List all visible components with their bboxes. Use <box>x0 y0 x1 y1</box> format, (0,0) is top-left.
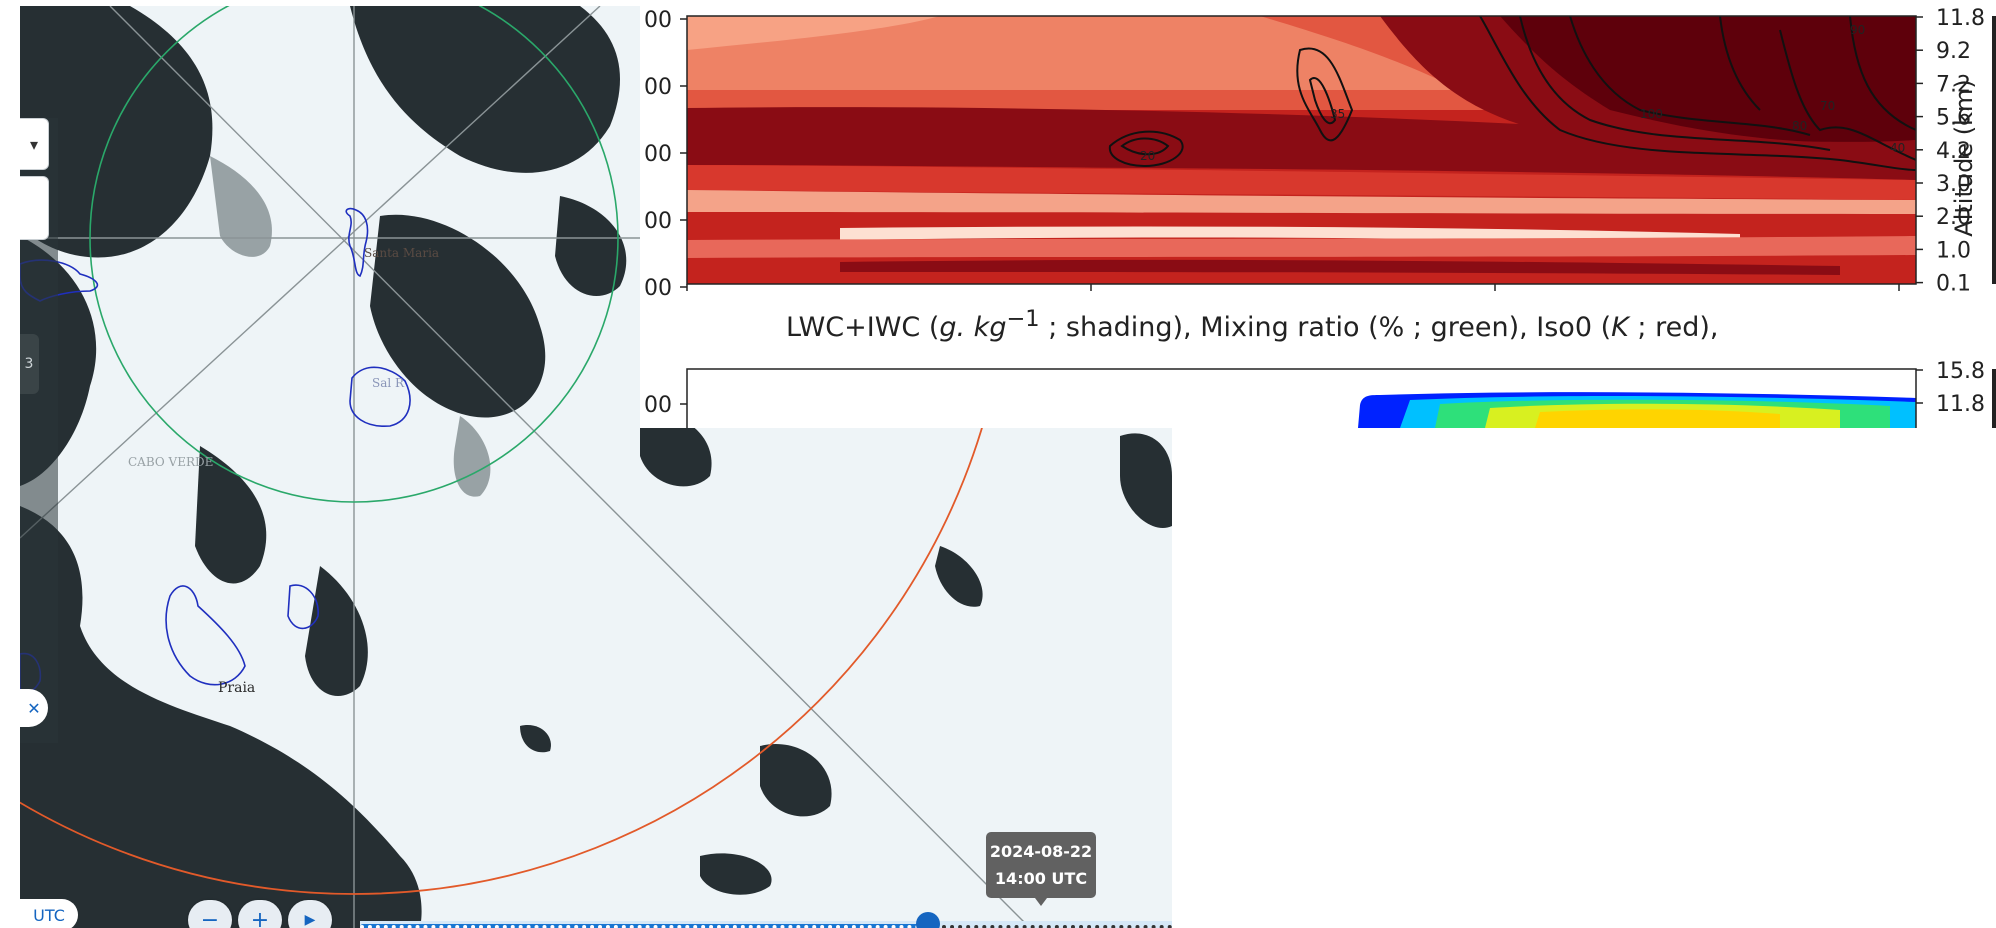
adjacent-panel-edge <box>1992 369 1996 428</box>
axis-tick-label: 00 <box>644 8 672 33</box>
axis-tick-label: 0.1 <box>1936 272 1971 297</box>
axis-tick-label: 15.8 <box>1936 359 1985 384</box>
axis-tick-label: 00 <box>644 75 672 100</box>
zoom-in-button[interactable]: + <box>238 900 282 928</box>
axis-tick-label: 00 <box>644 209 672 234</box>
chevron-down-icon: ▾ <box>29 134 39 154</box>
timeline-remaining-ticks <box>942 925 1172 928</box>
axis-tick-label: 11.8 <box>1936 6 1985 31</box>
cloud-field <box>20 6 1172 928</box>
vertical-profile-panel: 20 100 70 80 40 35 90 00 00 00 00 00 11.8 9.2… <box>640 0 1996 428</box>
second-heatmap <box>687 369 1916 428</box>
chart-caption: LWC+IWC (g. kg−1 ; shading), Mixing rati… <box>786 306 1719 343</box>
mixing-ratio-contours <box>1108 16 1916 171</box>
axis-tick-label: 5.6 <box>1936 106 1971 131</box>
contour-label: 80 <box>1792 119 1807 133</box>
profile-charts: 20 100 70 80 40 35 90 00 00 00 00 00 11.8 9.2… <box>644 6 1996 428</box>
timezone-chip[interactable]: UTC <box>20 899 78 928</box>
contour-label: 90 <box>1850 23 1865 37</box>
plus-icon: + <box>250 907 270 928</box>
axis-tick-label: 00 <box>644 142 672 167</box>
side-counter[interactable]: 3 <box>20 334 39 394</box>
contour-label: 40 <box>1890 141 1905 155</box>
contour-label: 70 <box>1820 99 1835 113</box>
axis-tick-label: 2.0 <box>1936 205 1971 230</box>
minus-icon: − <box>200 907 220 928</box>
contour-label: 100 <box>1640 107 1663 121</box>
island-maio <box>287 584 319 630</box>
tooltip-time: 14:00 UTC <box>994 869 1088 888</box>
axis-tick-label: 7.2 <box>1936 72 1971 97</box>
axis-tick-label: 3.0 <box>1936 172 1971 197</box>
layer-dropdown-button[interactable]: ▾ <box>20 118 49 170</box>
timeline-slider-handle[interactable] <box>916 912 940 928</box>
layer-select-field[interactable] <box>20 176 49 240</box>
label-country: CABO VERDE <box>128 455 213 469</box>
zoom-out-button[interactable]: − <box>188 900 232 928</box>
axis-tick-label: 11.8 <box>1936 392 1985 417</box>
axis-tick-label: 00 <box>644 393 672 418</box>
azimuth-lines <box>20 6 1031 928</box>
label-santa-maria: Santa Maria <box>364 246 439 260</box>
contour-labels: 20 100 70 80 40 35 90 <box>1140 23 1905 163</box>
axis-tick-label: 4.2 <box>1936 139 1971 164</box>
timeline-tooltip: 2024-08-22 14:00 UTC <box>986 832 1096 906</box>
axis-tick-label: 00 <box>644 276 672 301</box>
adjacent-panel-edge <box>1992 16 1996 284</box>
label-sal-rei: Sal R <box>372 376 405 390</box>
island-sal <box>345 207 369 277</box>
label-praia: Praia <box>218 680 255 696</box>
axis-tick-label: 1.0 <box>1936 238 1971 263</box>
lwc-iwc-heatmap <box>687 16 1916 284</box>
bottom-plot-frame <box>686 368 1917 428</box>
island-santiago <box>165 585 246 686</box>
contour-label: 20 <box>1140 149 1155 163</box>
timeline-progress-ticks <box>360 925 928 928</box>
inner-range-ring <box>89 6 619 503</box>
island-outlines <box>20 207 411 694</box>
top-x-ticks <box>686 284 1900 291</box>
tooltip-date: 2024-08-22 <box>989 842 1093 861</box>
axis-tick-label: 9.2 <box>1936 39 1971 64</box>
play-icon: ▶ <box>304 912 316 928</box>
contour-label: 35 <box>1330 107 1345 121</box>
altitude-axis-label: Altitude (km) <box>1950 79 1978 236</box>
close-icon: ✕ <box>27 698 41 718</box>
island-boa-vista <box>349 366 411 427</box>
play-button[interactable]: ▶ <box>288 900 332 928</box>
